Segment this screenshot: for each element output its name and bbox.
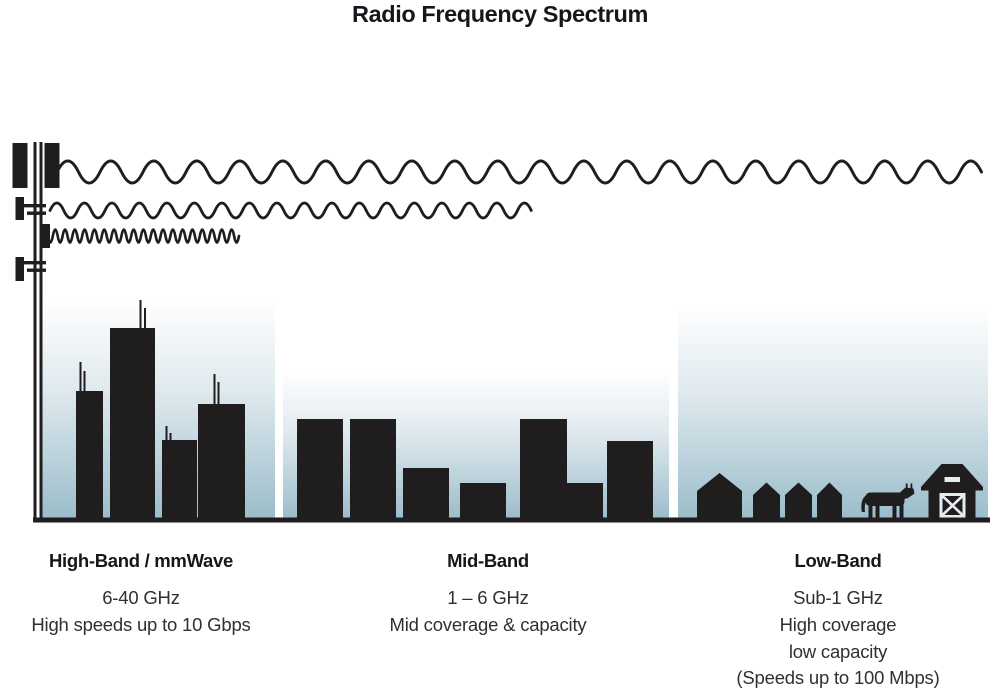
antenna-spike [213,374,216,405]
cow-icon [861,483,915,519]
antenna-panel [12,143,28,188]
barn-vent-slit [944,477,960,482]
building-icon [403,468,449,521]
cell-tower-icon [12,142,60,518]
tower-crossbar [27,211,46,215]
antenna-spike [83,371,86,392]
mid-band-frequency: 1 – 6 GHz [447,587,529,608]
skyscraper-icon [110,328,155,521]
ground-line [33,517,990,523]
mid-band-wave-icon [48,201,533,220]
building-icon [607,441,653,521]
barn-door [939,493,966,518]
antenna-panel [15,197,24,220]
low-band-wave-icon [55,159,983,185]
house-icon [697,473,742,520]
antenna-spike [169,433,172,441]
low-band-label: Low-Band Sub-1 GHz High coverage low cap… [683,550,993,692]
tower-pole [39,142,43,518]
antenna-panel [15,257,24,281]
skyscraper-icon [162,440,197,521]
antenna-spike [139,300,142,329]
skyscraper-icon [76,391,103,521]
house-icon [753,482,780,520]
barn-icon [921,464,983,520]
mid-band-label: Mid-Band 1 – 6 GHz Mid coverage & capaci… [358,550,618,639]
high-band-description: High speeds up to 10 Gbps [31,613,251,635]
mid-band-name: Mid-Band [447,550,529,571]
mid-band-scene [297,419,653,521]
building-icon [297,419,343,521]
house-icon [785,482,812,520]
antenna-spike [217,382,220,405]
low-band-speed: (Speeds up to 100 Mbps) [736,667,940,689]
tower-crossbar [27,268,46,272]
house-icon [817,482,842,520]
low-band-description: High coverage [779,613,897,635]
tower-pole [33,142,37,518]
antenna-spike [165,426,168,441]
high-band-wave-icon [41,228,241,244]
building-icon [520,419,567,521]
antenna-panel [42,224,50,248]
tower-crossbar [16,204,46,208]
mid-band-description: Mid coverage & capacity [389,613,587,635]
antenna-spike [79,362,82,392]
antenna-spike [144,308,146,329]
building-icon [567,483,603,521]
low-band-frequency: Sub-1 GHz [793,587,883,608]
tower-crossbar [16,261,46,265]
skyscraper-icon [198,404,245,521]
antenna-panel [44,143,60,188]
building-icon [460,483,506,521]
high-band-scene [76,300,245,521]
low-band-scene [697,464,983,520]
high-band-name: High-Band / mmWave [48,550,234,571]
high-band-label: High-Band / mmWave 6-40 GHz High speeds … [10,550,272,639]
building-icon [350,419,396,521]
page-title: Radio Frequency Spectrum [352,1,648,27]
low-band-name: Low-Band [794,550,882,571]
high-band-frequency: 6-40 GHz [102,587,180,608]
low-band-description: low capacity [788,640,888,662]
